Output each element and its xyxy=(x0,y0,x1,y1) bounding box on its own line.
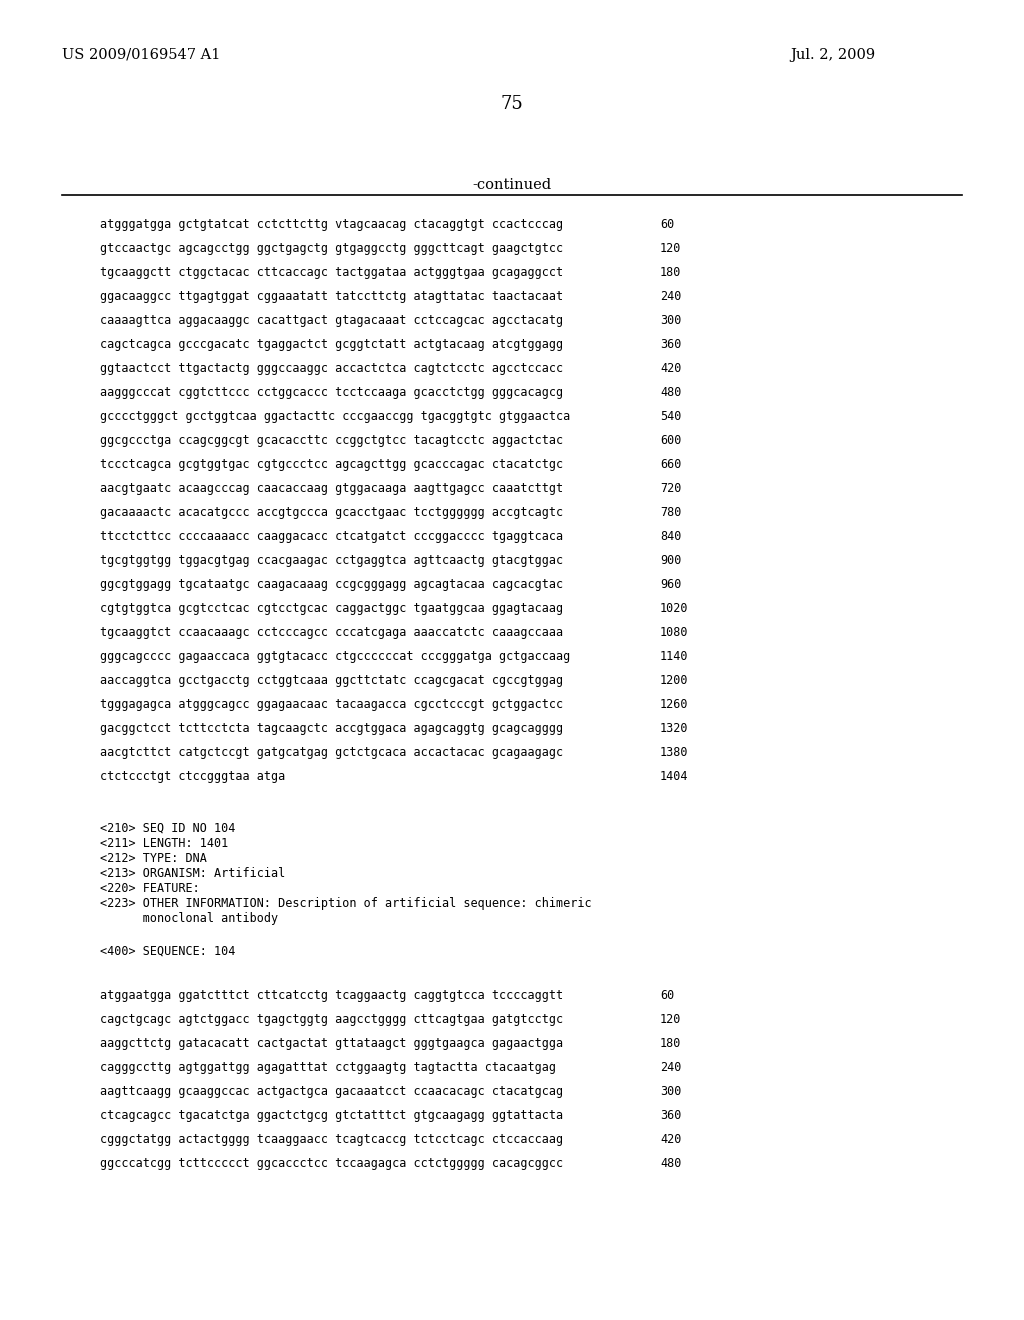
Text: tccctcagca gcgtggtgac cgtgccctcc agcagcttgg gcacccagac ctacatctgc: tccctcagca gcgtggtgac cgtgccctcc agcagct… xyxy=(100,458,563,471)
Text: 1200: 1200 xyxy=(660,675,688,686)
Text: 180: 180 xyxy=(660,1038,681,1049)
Text: US 2009/0169547 A1: US 2009/0169547 A1 xyxy=(62,48,220,62)
Text: tgcaaggctt ctggctacac cttcaccagc tactggataa actgggtgaa gcagaggcct: tgcaaggctt ctggctacac cttcaccagc tactgga… xyxy=(100,267,563,279)
Text: ggcccatcgg tcttccccct ggcaccctcc tccaagagca cctctggggg cacagcggcc: ggcccatcgg tcttccccct ggcaccctcc tccaaga… xyxy=(100,1158,563,1170)
Text: ggtaactcct ttgactactg gggccaaggc accactctca cagtctcctc agcctccacc: ggtaactcct ttgactactg gggccaaggc accactc… xyxy=(100,362,563,375)
Text: 240: 240 xyxy=(660,290,681,304)
Text: ttcctcttcc ccccaaaacc caaggacacc ctcatgatct cccggacccc tgaggtcaca: ttcctcttcc ccccaaaacc caaggacacc ctcatga… xyxy=(100,531,563,543)
Text: monoclonal antibody: monoclonal antibody xyxy=(100,912,279,925)
Text: cgggctatgg actactgggg tcaaggaacc tcagtcaccg tctcctcagc ctccaccaag: cgggctatgg actactgggg tcaaggaacc tcagtca… xyxy=(100,1133,563,1146)
Text: <400> SEQUENCE: 104: <400> SEQUENCE: 104 xyxy=(100,945,236,958)
Text: 75: 75 xyxy=(501,95,523,114)
Text: 480: 480 xyxy=(660,1158,681,1170)
Text: 540: 540 xyxy=(660,411,681,422)
Text: 600: 600 xyxy=(660,434,681,447)
Text: tgcaaggtct ccaacaaagc cctcccagcc cccatcgaga aaaccatctc caaagccaaa: tgcaaggtct ccaacaaagc cctcccagcc cccatcg… xyxy=(100,626,563,639)
Text: aacgtgaatc acaagcccag caacaccaag gtggacaaga aagttgagcc caaatcttgt: aacgtgaatc acaagcccag caacaccaag gtggaca… xyxy=(100,482,563,495)
Text: cgtgtggtca gcgtcctcac cgtcctgcac caggactggc tgaatggcaa ggagtacaag: cgtgtggtca gcgtcctcac cgtcctgcac caggact… xyxy=(100,602,563,615)
Text: 1320: 1320 xyxy=(660,722,688,735)
Text: 960: 960 xyxy=(660,578,681,591)
Text: aaccaggtca gcctgacctg cctggtcaaa ggcttctatc ccagcgacat cgccgtggag: aaccaggtca gcctgacctg cctggtcaaa ggcttct… xyxy=(100,675,563,686)
Text: -continued: -continued xyxy=(472,178,552,191)
Text: atggaatgga ggatctttct cttcatcctg tcaggaactg caggtgtcca tccccaggtt: atggaatgga ggatctttct cttcatcctg tcaggaa… xyxy=(100,989,563,1002)
Text: <220> FEATURE:: <220> FEATURE: xyxy=(100,882,200,895)
Text: cagctcagca gcccgacatc tgaggactct gcggtctatt actgtacaag atcgtggagg: cagctcagca gcccgacatc tgaggactct gcggtct… xyxy=(100,338,563,351)
Text: 480: 480 xyxy=(660,385,681,399)
Text: 660: 660 xyxy=(660,458,681,471)
Text: 120: 120 xyxy=(660,1012,681,1026)
Text: cagctgcagc agtctggacc tgagctggtg aagcctgggg cttcagtgaa gatgtcctgc: cagctgcagc agtctggacc tgagctggtg aagcctg… xyxy=(100,1012,563,1026)
Text: 1020: 1020 xyxy=(660,602,688,615)
Text: 300: 300 xyxy=(660,314,681,327)
Text: ggcgccctga ccagcggcgt gcacaccttc ccggctgtcc tacagtcctc aggactctac: ggcgccctga ccagcggcgt gcacaccttc ccggctg… xyxy=(100,434,563,447)
Text: 720: 720 xyxy=(660,482,681,495)
Text: ggacaaggcc ttgagtggat cggaaatatt tatccttctg atagttatac taactacaat: ggacaaggcc ttgagtggat cggaaatatt tatcctt… xyxy=(100,290,563,304)
Text: 1140: 1140 xyxy=(660,649,688,663)
Text: gacaaaactc acacatgccc accgtgccca gcacctgaac tcctgggggg accgtcagtc: gacaaaactc acacatgccc accgtgccca gcacctg… xyxy=(100,506,563,519)
Text: <213> ORGANISM: Artificial: <213> ORGANISM: Artificial xyxy=(100,867,286,880)
Text: 120: 120 xyxy=(660,242,681,255)
Text: <211> LENGTH: 1401: <211> LENGTH: 1401 xyxy=(100,837,228,850)
Text: <210> SEQ ID NO 104: <210> SEQ ID NO 104 xyxy=(100,822,236,836)
Text: aacgtcttct catgctccgt gatgcatgag gctctgcaca accactacac gcagaagagc: aacgtcttct catgctccgt gatgcatgag gctctgc… xyxy=(100,746,563,759)
Text: 420: 420 xyxy=(660,1133,681,1146)
Text: 1404: 1404 xyxy=(660,770,688,783)
Text: gggcagcccc gagaaccaca ggtgtacacc ctgccccccat cccgggatga gctgaccaag: gggcagcccc gagaaccaca ggtgtacacc ctgcccc… xyxy=(100,649,570,663)
Text: <223> OTHER INFORMATION: Description of artificial sequence: chimeric: <223> OTHER INFORMATION: Description of … xyxy=(100,898,592,909)
Text: 360: 360 xyxy=(660,338,681,351)
Text: ctctccctgt ctccgggtaa atga: ctctccctgt ctccgggtaa atga xyxy=(100,770,286,783)
Text: aaggcttctg gatacacatt cactgactat gttataagct gggtgaagca gagaactgga: aaggcttctg gatacacatt cactgactat gttataa… xyxy=(100,1038,563,1049)
Text: 60: 60 xyxy=(660,218,674,231)
Text: gcccctgggct gcctggtcaa ggactacttc cccgaaccgg tgacggtgtc gtggaactca: gcccctgggct gcctggtcaa ggactacttc cccgaa… xyxy=(100,411,570,422)
Text: 300: 300 xyxy=(660,1085,681,1098)
Text: aagggcccat cggtcttccc cctggcaccc tcctccaaga gcacctctgg gggcacagcg: aagggcccat cggtcttccc cctggcaccc tcctcca… xyxy=(100,385,563,399)
Text: 1260: 1260 xyxy=(660,698,688,711)
Text: 780: 780 xyxy=(660,506,681,519)
Text: ctcagcagcc tgacatctga ggactctgcg gtctatttct gtgcaagagg ggtattacta: ctcagcagcc tgacatctga ggactctgcg gtctatt… xyxy=(100,1109,563,1122)
Text: <212> TYPE: DNA: <212> TYPE: DNA xyxy=(100,851,207,865)
Text: cagggccttg agtggattgg agagatttat cctggaagtg tagtactta ctacaatgag: cagggccttg agtggattgg agagatttat cctggaa… xyxy=(100,1061,556,1074)
Text: 900: 900 xyxy=(660,554,681,568)
Text: 420: 420 xyxy=(660,362,681,375)
Text: Jul. 2, 2009: Jul. 2, 2009 xyxy=(790,48,876,62)
Text: gtccaactgc agcagcctgg ggctgagctg gtgaggcctg gggcttcagt gaagctgtcc: gtccaactgc agcagcctgg ggctgagctg gtgaggc… xyxy=(100,242,563,255)
Text: 360: 360 xyxy=(660,1109,681,1122)
Text: ggcgtggagg tgcataatgc caagacaaag ccgcgggagg agcagtacaa cagcacgtac: ggcgtggagg tgcataatgc caagacaaag ccgcggg… xyxy=(100,578,563,591)
Text: caaaagttca aggacaaggc cacattgact gtagacaaat cctccagcac agcctacatg: caaaagttca aggacaaggc cacattgact gtagaca… xyxy=(100,314,563,327)
Text: gacggctcct tcttcctcta tagcaagctc accgtggaca agagcaggtg gcagcagggg: gacggctcct tcttcctcta tagcaagctc accgtgg… xyxy=(100,722,563,735)
Text: 840: 840 xyxy=(660,531,681,543)
Text: tgggagagca atgggcagcc ggagaacaac tacaagacca cgcctcccgt gctggactcc: tgggagagca atgggcagcc ggagaacaac tacaaga… xyxy=(100,698,563,711)
Text: atgggatgga gctgtatcat cctcttcttg vtagcaacag ctacaggtgt ccactcccag: atgggatgga gctgtatcat cctcttcttg vtagcaa… xyxy=(100,218,563,231)
Text: aagttcaagg gcaaggccac actgactgca gacaaatcct ccaacacagc ctacatgcag: aagttcaagg gcaaggccac actgactgca gacaaat… xyxy=(100,1085,563,1098)
Text: 180: 180 xyxy=(660,267,681,279)
Text: 60: 60 xyxy=(660,989,674,1002)
Text: 240: 240 xyxy=(660,1061,681,1074)
Text: 1380: 1380 xyxy=(660,746,688,759)
Text: tgcgtggtgg tggacgtgag ccacgaagac cctgaggtca agttcaactg gtacgtggac: tgcgtggtgg tggacgtgag ccacgaagac cctgagg… xyxy=(100,554,563,568)
Text: 1080: 1080 xyxy=(660,626,688,639)
